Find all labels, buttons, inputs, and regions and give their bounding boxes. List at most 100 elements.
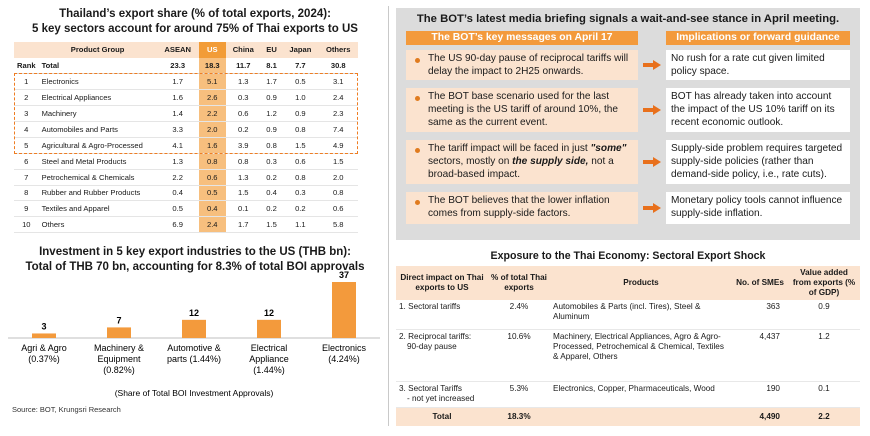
bullet-icon — [415, 148, 420, 153]
category-label-3-line-0: Electrical — [251, 343, 288, 353]
export-table-title: Thailand’s export share (% of total expo… — [10, 7, 380, 37]
product-group-cell: Electronics — [38, 73, 157, 91]
message-3-text-mid: sectors, mostly on — [428, 155, 513, 167]
total-us: 18.3 — [198, 57, 226, 75]
china-cell: 0.6 — [225, 105, 261, 122]
us-cell: 1.6 — [198, 137, 226, 154]
china-cell: 1.7 — [225, 216, 261, 234]
message-3-emph-some: "some" — [590, 143, 627, 154]
product-group-cell: Rubber and Rubber Products — [38, 185, 157, 202]
us-cell: 0.4 — [198, 200, 226, 218]
header-rank-blank — [14, 42, 39, 58]
message-item-4: The BOT believes that the lower inflatio… — [406, 192, 638, 224]
category-label-4-line-0: Electronics — [322, 343, 367, 353]
total-eu: 8.1 — [260, 57, 283, 75]
table-row: 1 Electronics 1.7 5.1 1.3 1.7 0.5 3.1 — [14, 73, 358, 91]
table-row: 10 Others 6.9 2.4 1.7 1.5 1.1 5.8 — [14, 216, 358, 234]
data-label-1: 7 — [116, 315, 121, 325]
products-cell: Machinery, Electrical Appliances, Agro &… — [550, 329, 732, 382]
japan-cell: 0.6 — [282, 153, 319, 170]
table-header-row: Product Group ASEAN US China EU Japan Ot… — [14, 42, 358, 58]
key-messages-heading: The BOT’s key messages on April 17 — [406, 31, 638, 45]
others-cell: 2.0 — [318, 169, 358, 186]
bar-3 — [257, 319, 281, 338]
japan-cell: 0.9 — [282, 105, 319, 122]
impact-cell: 3. Sectoral Tariffs - not yet increased — [396, 381, 488, 408]
total-china: 11.7 — [225, 57, 261, 75]
bar-2 — [182, 319, 206, 338]
header-us: US — [198, 42, 226, 58]
share-cell: 10.6% — [488, 329, 550, 382]
total-value-added: 2.2 — [788, 407, 860, 426]
message-3-text-pre: The tariff impact will be faced in just — [428, 143, 591, 154]
header-others: Others — [318, 42, 358, 58]
total-row: Rank Total 23.3 18.3 11.7 8.1 7.7 30.8 — [14, 57, 358, 75]
data-label-3: 12 — [264, 308, 274, 318]
rank-label: Rank — [14, 57, 39, 75]
us-cell: 0.5 — [198, 185, 226, 202]
others-cell: 0.6 — [318, 200, 358, 218]
header-smes: No. of SMEs — [732, 266, 788, 300]
impact-cell: 1. Sectoral tariffs — [396, 300, 488, 330]
investment-title-line2: Total of THB 70 bn, accounting for 8.3% … — [25, 261, 365, 273]
total-asean: 23.3 — [156, 57, 199, 75]
value-added-cell: 0.9 — [788, 300, 860, 330]
japan-cell: 0.8 — [282, 121, 319, 138]
total-share: 18.3% — [488, 407, 550, 426]
category-label-1-line-2: (0.82%) — [103, 365, 135, 375]
data-label-4: 37 — [339, 270, 349, 280]
asean-cell: 6.9 — [156, 216, 199, 234]
bot-briefing-panel: The BOT’s latest media briefing signals … — [396, 8, 860, 240]
china-cell: 0.8 — [225, 153, 261, 170]
total-japan: 7.7 — [282, 57, 319, 75]
total-label: Total — [38, 57, 157, 75]
asean-cell: 1.7 — [156, 73, 199, 91]
table-row: 8 Rubber and Rubber Products 0.4 0.5 1.5 0.4 0… — [14, 185, 358, 202]
message-item-1: The US 90-day pause of reciprocal tariff… — [406, 50, 638, 80]
eu-cell: 0.3 — [260, 153, 283, 170]
eu-cell: 0.9 — [260, 89, 283, 107]
impact-line1: 1. Sectoral tariffs — [399, 302, 461, 311]
rank-cell: 5 — [14, 137, 39, 154]
asean-cell: 1.4 — [156, 105, 199, 122]
product-group-cell: Petrochemical & Chemicals — [38, 169, 157, 186]
value-added-cell: 1.2 — [788, 329, 860, 382]
export-table-title-line2: 5 key sectors account for around 75% of … — [32, 23, 358, 35]
product-group-cell: Electrical Appliances — [38, 89, 157, 107]
china-cell: 0.1 — [225, 200, 261, 218]
table-row: 1. Sectoral tariffs 2.4% Automobiles & P… — [396, 300, 860, 330]
data-label-2: 12 — [189, 308, 199, 318]
arrow-right-icon — [643, 60, 661, 70]
rank-cell: 3 — [14, 105, 39, 122]
share-cell: 2.4% — [488, 300, 550, 330]
us-cell: 2.2 — [198, 105, 226, 122]
eu-cell: 1.5 — [260, 216, 283, 234]
asean-cell: 0.5 — [156, 200, 199, 218]
implications-heading: Implications or forward guidance — [666, 31, 850, 45]
total-others: 30.8 — [318, 57, 358, 75]
category-label-2-line-0: Automotive & — [167, 343, 221, 353]
china-cell: 1.3 — [225, 73, 261, 91]
us-cell: 0.8 — [198, 153, 226, 170]
message-3-emph-supply: the supply side, — [512, 155, 589, 167]
products-cell: Electronics, Copper, Pharmaceuticals, Wo… — [550, 381, 732, 408]
exposure-total-row: Total 18.3% 4,490 2.2 — [396, 407, 860, 426]
category-label-1-line-0: Machinery & — [94, 343, 144, 353]
impact-line2: 90-day pause — [407, 341, 457, 351]
investment-title-line1: Investment in 5 key export industries to… — [39, 246, 351, 258]
impact-cell: 2. Reciprocal tariffs: 90-day pause — [396, 329, 488, 382]
value-added-cell: 0.1 — [788, 381, 860, 408]
header-asean: ASEAN — [156, 42, 199, 58]
message-2-text: The BOT base scenario used for the last … — [428, 91, 619, 128]
others-cell: 1.5 — [318, 153, 358, 170]
eu-cell: 0.2 — [260, 169, 283, 186]
us-cell: 5.1 — [198, 73, 226, 91]
data-label-0: 3 — [41, 321, 46, 331]
chart-footnote: (Share of Total BOI Investment Approvals… — [115, 388, 274, 398]
exposure-header-row: Direct impact on Thai exports to US % of… — [396, 266, 860, 300]
rank-cell: 10 — [14, 216, 39, 234]
bullet-icon — [415, 200, 420, 205]
rank-cell: 1 — [14, 73, 39, 91]
japan-cell: 1.0 — [282, 89, 319, 107]
eu-cell: 0.8 — [260, 137, 283, 154]
